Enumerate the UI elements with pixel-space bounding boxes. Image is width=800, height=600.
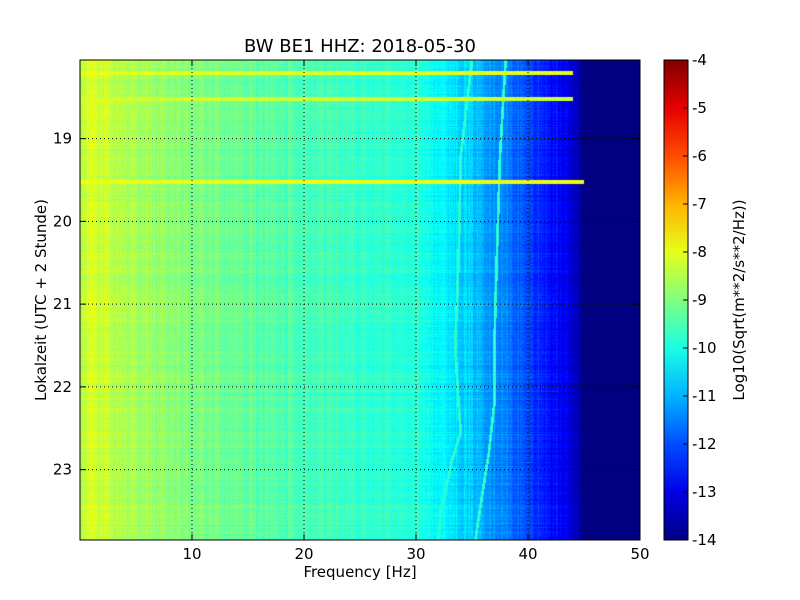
colorbar-tick-label: -14 bbox=[692, 531, 717, 549]
y-axis: 19 20 21 22 23 bbox=[53, 130, 640, 479]
y-tick-label: 23 bbox=[53, 461, 72, 479]
colorbar-tick-label: -5 bbox=[692, 99, 707, 117]
chart-title: BW BE1 HHZ: 2018-05-30 bbox=[244, 36, 476, 57]
x-tick-label: 10 bbox=[182, 545, 201, 563]
y-axis-label: Lokalzeit (UTC + 2 Stunde) bbox=[32, 199, 50, 401]
colorbar-tick-label: -10 bbox=[692, 339, 717, 357]
x-tick-label: 50 bbox=[630, 545, 649, 563]
grid bbox=[80, 60, 640, 540]
plot-frame bbox=[79, 59, 641, 541]
colorbar-tick-label: -7 bbox=[692, 195, 707, 213]
colorbar-axis: -4 -5 -6 -7 -8 -9 -10 -11 -12 -13 -14 bbox=[683, 51, 717, 549]
colorbar-tick-label: -11 bbox=[692, 387, 717, 405]
x-tick-label: 20 bbox=[294, 545, 313, 563]
spectrogram-heatmap bbox=[80, 60, 640, 540]
colorbar-tick-label: -4 bbox=[692, 51, 707, 69]
colorbar-tick-label: -13 bbox=[692, 483, 717, 501]
colorbar-tick-label: -8 bbox=[692, 243, 707, 261]
colorbar-tick-label: -9 bbox=[692, 291, 707, 309]
y-tick-label: 21 bbox=[53, 295, 72, 313]
x-axis-label: Frequency [Hz] bbox=[303, 563, 416, 581]
heatmap-image bbox=[80, 60, 640, 540]
colorbar-label: Log10(Sqrt(m**2/s**2/Hz)) bbox=[730, 199, 748, 400]
x-axis: 10 20 30 40 50 bbox=[182, 60, 650, 563]
x-tick-label: 40 bbox=[518, 545, 537, 563]
y-tick-label: 20 bbox=[53, 212, 72, 230]
colorbar-tick-label: -6 bbox=[692, 147, 707, 165]
y-tick-label: 19 bbox=[53, 130, 72, 148]
x-tick-label: 30 bbox=[406, 545, 425, 563]
y-tick-label: 22 bbox=[53, 378, 72, 396]
colorbar-tick-label: -12 bbox=[692, 435, 717, 453]
